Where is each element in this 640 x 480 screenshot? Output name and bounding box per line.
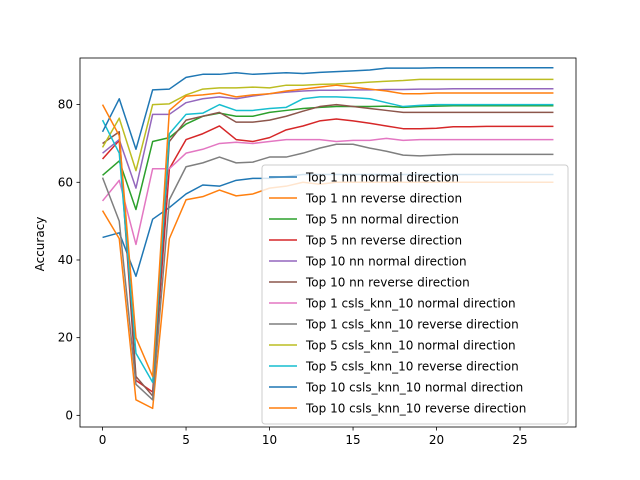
legend-box	[261, 164, 569, 425]
legend-entry-label: Top 10 csls_knn_10 reverse direction	[305, 402, 526, 416]
y-tick-label: 80	[58, 98, 73, 112]
series-line-10	[101, 96, 554, 384]
x-tick-label: 15	[345, 433, 360, 447]
legend-entry-label: Top 10 nn reverse direction	[305, 276, 470, 290]
y-tick-label: 40	[58, 253, 73, 267]
legend: Top 1 nn normal direction Top 1 nn revers…	[261, 164, 569, 425]
legend-entry-label: Top 5 csls_knn_10 reverse direction	[305, 360, 519, 374]
series-line-6	[102, 103, 554, 397]
x-tick-label: 0	[99, 433, 107, 447]
legend-entry-label: Top 5 nn reverse direction	[305, 234, 462, 248]
series-line-11	[101, 66, 554, 151]
x-tick-label: 25	[512, 433, 527, 447]
legend-entry-label: Top 10 nn normal direction	[305, 255, 467, 269]
series-line-7	[101, 137, 554, 246]
y-tick-label: 20	[58, 331, 73, 345]
series-line-8	[101, 143, 554, 401]
series-line-12	[101, 84, 554, 378]
x-tick-label: 20	[429, 433, 444, 447]
x-tick-label: 5	[182, 433, 190, 447]
legend-entry-label: Top 5 nn normal direction	[305, 213, 459, 227]
legend-entry-label: Top 1 csls_knn_10 reverse direction	[305, 318, 519, 332]
y-axis-label: Accuracy	[33, 217, 47, 272]
series-line-4	[101, 118, 554, 393]
legend-entry-label: Top 1 csls_knn_10 normal direction	[305, 297, 516, 311]
y-tick-label: 0	[65, 408, 73, 422]
plot-frame	[79, 57, 577, 428]
legend-entry-label: Top 10 csls_knn_10 normal direction	[305, 381, 523, 395]
axes: 0 5 10 15 20 25 0 20 40 60 80	[58, 57, 577, 447]
x-tick-label: 10	[262, 433, 277, 447]
legend-entry-label: Top 1 nn reverse direction	[305, 192, 462, 206]
series-line-5	[102, 87, 554, 189]
legend-entry-label: Top 5 csls_knn_10 normal direction	[305, 339, 516, 353]
legend-entry-label: Top 1 nn normal direction	[305, 171, 459, 185]
series-line-9	[101, 78, 554, 172]
y-tick-label: 60	[58, 175, 73, 189]
